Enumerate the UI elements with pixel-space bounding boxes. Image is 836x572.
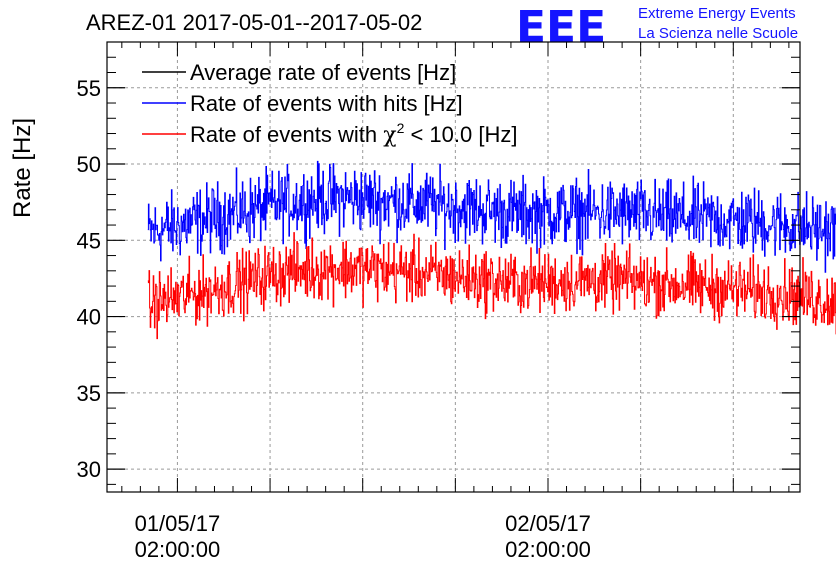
chart-title: AREZ-01 2017-05-01--2017-05-02 — [86, 10, 422, 35]
logo-line1: Extreme Energy Events — [638, 5, 796, 22]
x-tick-label-date: 01/05/17 — [135, 511, 221, 536]
y-tick-label: 45 — [77, 228, 101, 253]
y-axis: 30 35 40 45 50 55 — [77, 41, 800, 485]
y-tick-label: 55 — [77, 76, 101, 101]
legend-chi2-post: < 10.0 [Hz] — [404, 122, 517, 147]
series-layer — [147, 160, 836, 340]
y-tick-label: 40 — [77, 305, 101, 330]
x-tick-label-date: 02/05/17 — [505, 511, 591, 536]
logo-letters: EEE — [516, 2, 606, 53]
y-tick-label: 50 — [77, 152, 101, 177]
y-axis-label: Rate [Hz] — [9, 118, 36, 218]
legend-chi2-pre: Rate of events with — [190, 122, 383, 147]
legend-label-hits: Rate of events with hits [Hz] — [190, 91, 463, 116]
eee-logo: EEE Extreme Energy Events La Scienza nel… — [516, 2, 798, 53]
legend: Average rate of events [Hz] Rate of even… — [142, 60, 517, 148]
legend-chi-symbol: χ — [383, 123, 396, 148]
logo-line2: La Scienza nelle Scuole — [638, 25, 798, 42]
y-tick-label: 35 — [77, 381, 101, 406]
plot-frame — [106, 41, 801, 493]
y-tick-label: 30 — [77, 457, 101, 482]
x-tick-label-time: 02:00:00 — [135, 537, 221, 562]
legend-chi2-sup: 2 — [397, 120, 405, 136]
series-line-1 — [147, 160, 836, 273]
legend-label-average: Average rate of events [Hz] — [190, 60, 456, 85]
x-tick-label-time: 02:00:00 — [505, 537, 591, 562]
legend-label-chi2: Rate of events with χ2 < 10.0 [Hz] — [190, 120, 517, 148]
series-line-2 — [147, 232, 836, 340]
